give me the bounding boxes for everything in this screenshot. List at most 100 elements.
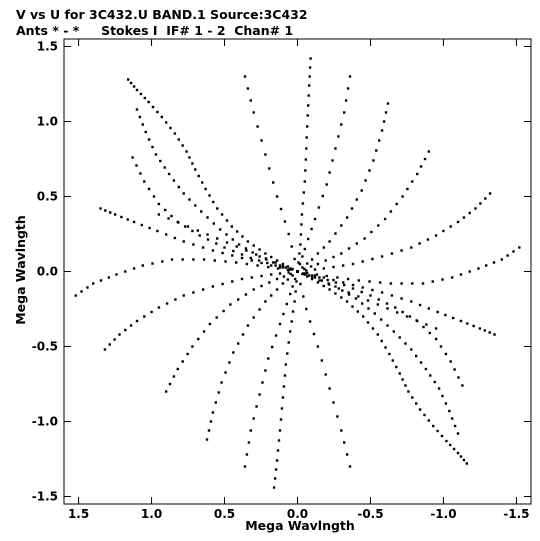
uv-point [201,181,204,184]
uv-point [343,441,346,444]
x-tick-label: 1.0 [141,507,162,521]
uv-point [380,339,383,343]
uv-point [322,284,325,288]
uv-point [268,281,271,284]
uv-point [477,267,480,270]
uv-point [492,261,496,264]
uv-point [347,293,351,296]
uv-point [379,281,382,284]
uv-point [260,274,263,278]
uv-point [415,354,418,358]
uv-point [328,240,331,243]
uv-point [436,310,439,314]
x-tick-label: 1.5 [68,507,89,521]
uv-point [429,374,432,377]
uv-point [118,333,121,336]
uv-point [453,424,457,428]
uv-point [213,259,216,262]
uv-point [368,280,371,283]
uv-point [472,324,475,328]
uv-point [172,375,176,378]
uv-point [181,258,184,261]
uv-point [328,288,331,291]
uv-point [264,252,267,255]
uv-point [326,278,329,282]
uv-point [144,130,147,134]
uv-point [209,420,213,423]
uv-point [151,145,154,149]
uv-point [264,153,267,156]
uv-point [230,225,233,228]
uv-point [306,262,309,265]
uv-point [337,135,340,138]
uv-point [462,216,466,219]
uv-point [287,232,290,236]
uv-point [258,308,261,311]
uv-point [143,315,146,318]
uv-point [307,237,310,241]
uv-point [289,292,292,296]
uv-point [278,429,282,432]
uv-point [310,276,314,279]
uv-point [298,252,301,255]
uv-point [332,278,335,282]
uv-point [232,351,235,354]
uv-point [247,441,251,444]
uv-point [325,183,328,186]
uv-point [244,293,248,296]
uv-point [231,280,234,283]
uv-point [281,396,285,399]
uv-point [163,166,166,169]
y-tick-label: 0.5 [37,190,58,204]
uv-point [291,310,295,313]
uv-point [459,455,463,458]
uv-point [164,208,167,212]
uv-point [334,285,337,288]
uv-point [260,284,263,288]
uv-point [252,417,255,420]
uv-point [343,111,346,114]
uv-point [224,260,227,263]
uv-point [165,390,168,393]
uv-point [255,405,258,408]
uv-point [206,216,209,219]
uv-point [236,230,239,233]
uv-point [188,198,191,201]
uv-point [211,411,215,414]
uv-point [290,320,293,323]
uv-point [345,453,349,456]
uv-point [418,303,422,307]
uv-point [332,265,335,269]
uv-point [346,277,350,281]
uv-point [313,276,317,279]
uv-point [376,303,379,306]
uv-point [305,147,308,150]
uv-point [418,408,422,411]
uv-point [109,211,112,214]
uv-point [293,277,297,281]
uv-point [361,302,364,305]
uv-point [400,282,403,285]
uv-point [442,229,445,233]
uv-point [246,87,250,90]
uv-point [186,225,190,228]
uv-point [241,333,245,336]
y-tick-label: -1.0 [32,415,58,429]
uv-point [386,102,390,105]
uv-point [289,272,292,276]
uv-point [165,233,168,236]
uv-point [216,237,219,240]
uv-point [313,217,317,221]
uv-point [428,331,431,335]
uv-point [237,243,241,246]
uv-point [138,115,142,119]
uv-point [317,206,321,209]
uv-point [348,75,352,78]
uv-point [485,264,488,267]
uv-point [301,266,304,269]
uv-point [500,258,503,261]
uv-point [272,486,276,489]
uv-point [274,261,277,264]
uv-point [351,283,355,287]
uv-point [246,324,250,327]
